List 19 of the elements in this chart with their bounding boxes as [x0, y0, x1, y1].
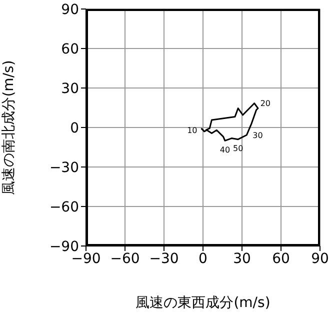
y-tick-label: 0	[70, 120, 79, 136]
x-tick-label: 90	[311, 250, 329, 267]
x-tick-label: 60	[272, 250, 290, 267]
y-tick-label: 90	[61, 2, 79, 18]
annotation: 40	[220, 145, 230, 154]
annotation: 30	[252, 130, 263, 140]
x-axis-title: 風速の東西成分(m/s)	[136, 295, 270, 311]
y-tick-label: 60	[61, 41, 79, 58]
x-tick-label: −60	[110, 250, 140, 267]
annotation: 50	[233, 144, 244, 154]
y-axis-title: 風速の南北成分(m/s)	[0, 60, 17, 195]
annotation: 20	[260, 99, 271, 108]
y-tick-label: −60	[49, 199, 79, 216]
y-tick-label: −30	[49, 160, 79, 176]
x-tick-label: 0	[198, 250, 208, 267]
x-tick-label: −30	[149, 250, 179, 267]
x-tick-label: 30	[233, 250, 251, 267]
annotation: 10	[187, 126, 198, 135]
y-tick-label: 30	[61, 80, 79, 97]
